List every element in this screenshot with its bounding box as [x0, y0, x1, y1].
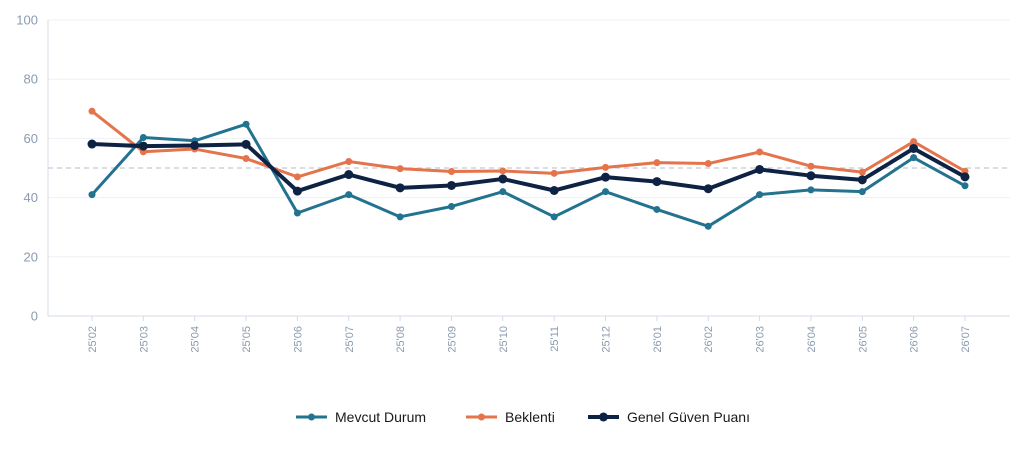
x-tick-label: 26'06	[909, 326, 921, 353]
y-tick-label: 100	[16, 13, 38, 28]
data-point	[602, 188, 610, 196]
data-point	[549, 185, 559, 195]
data-point	[345, 157, 353, 165]
data-point	[602, 163, 610, 171]
data-point	[550, 169, 558, 177]
legend-item: Mevcut Durum	[296, 409, 426, 425]
x-tick-label: 25'03	[138, 326, 150, 353]
legend-swatch-marker	[308, 413, 315, 421]
data-point	[446, 180, 456, 190]
x-tick-label: 25'06	[292, 326, 304, 353]
data-point	[601, 172, 611, 182]
data-point	[292, 186, 302, 196]
data-point	[293, 209, 301, 217]
data-point	[87, 139, 97, 149]
data-point	[910, 138, 918, 146]
series-line	[90, 109, 967, 179]
data-point	[550, 213, 558, 221]
legend-item: Beklenti	[466, 409, 555, 425]
legend-label: Genel Güven Puanı	[627, 409, 750, 425]
x-tick-label: 26'04	[806, 326, 818, 353]
x-tick-label: 26'01	[652, 326, 664, 353]
x-tick-label: 26'05	[857, 326, 869, 353]
data-point	[858, 168, 866, 176]
series-line	[90, 142, 967, 194]
data-point	[704, 160, 712, 168]
x-tick-label: 25'09	[446, 326, 458, 353]
data-point	[498, 174, 508, 184]
y-tick-label: 60	[24, 131, 38, 146]
y-tick-label: 40	[24, 190, 38, 205]
x-tick-label: 25'05	[241, 326, 253, 353]
grid-lines	[48, 19, 1010, 258]
x-tick-label: 25'07	[344, 326, 356, 353]
data-point	[88, 191, 96, 199]
data-point	[960, 172, 970, 182]
data-point	[242, 120, 250, 128]
data-point	[499, 188, 507, 196]
series-beklenti	[88, 107, 969, 181]
x-tick-label: 26'02	[703, 326, 715, 353]
data-point	[293, 173, 301, 181]
data-point	[909, 143, 919, 153]
data-point	[858, 188, 866, 196]
data-point	[910, 154, 918, 162]
x-tick-label: 26'07	[960, 326, 972, 353]
data-point	[139, 134, 147, 142]
data-point	[138, 141, 148, 151]
data-point	[88, 107, 96, 115]
legend-item: Genel Güven Puanı	[588, 409, 750, 425]
legend-label: Mevcut Durum	[335, 409, 426, 425]
data-point	[652, 177, 662, 187]
x-tick-label: 25'12	[601, 326, 613, 353]
data-point	[807, 162, 815, 170]
data-point	[447, 168, 455, 176]
x-tick-label: 25'04	[190, 326, 202, 353]
data-point	[345, 191, 353, 199]
data-point	[190, 141, 200, 151]
data-point	[961, 182, 969, 190]
data-point	[704, 222, 712, 230]
y-tick-label: 80	[24, 72, 38, 87]
data-point	[756, 191, 764, 199]
data-point	[755, 164, 765, 174]
y-tick-label: 0	[31, 309, 38, 324]
series-line	[90, 122, 967, 228]
data-point	[396, 213, 404, 221]
data-point	[241, 139, 251, 149]
data-point	[653, 205, 661, 213]
data-point	[857, 175, 867, 185]
series-genel-güven-puanı	[87, 139, 970, 196]
data-point	[756, 148, 764, 156]
data-point	[499, 167, 507, 175]
x-tick-label: 25'02	[87, 326, 99, 353]
legend-label: Beklenti	[505, 409, 555, 425]
x-tick-label: 25'11	[549, 326, 561, 352]
data-point	[396, 165, 404, 173]
data-point	[806, 171, 816, 181]
data-point	[395, 183, 405, 193]
x-axis-ticks: 25'02 25'03 25'04 25'05 25'06 25'07 25'08 25'09…	[87, 316, 972, 353]
series-mevcut-durum	[88, 120, 969, 230]
series-group	[87, 107, 970, 230]
data-point	[807, 186, 815, 194]
data-point	[653, 159, 661, 167]
x-tick-label: 25'10	[498, 326, 510, 353]
legend-swatch-marker	[478, 413, 485, 421]
legend-swatch-marker	[599, 412, 608, 422]
data-point	[344, 170, 354, 180]
y-tick-label: 20	[24, 249, 38, 264]
x-tick-label: 26'03	[755, 326, 767, 353]
data-point	[703, 184, 713, 194]
data-point	[242, 155, 250, 163]
data-point	[447, 202, 455, 210]
legend: Mevcut Durum Beklenti Genel Güven Puanı	[296, 409, 750, 425]
x-tick-label: 25'08	[395, 326, 407, 353]
y-axis-ticks: 0 20 40 60 80 100	[16, 13, 38, 324]
